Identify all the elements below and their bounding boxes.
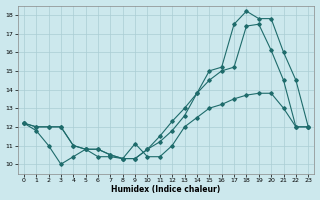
X-axis label: Humidex (Indice chaleur): Humidex (Indice chaleur): [111, 185, 221, 194]
